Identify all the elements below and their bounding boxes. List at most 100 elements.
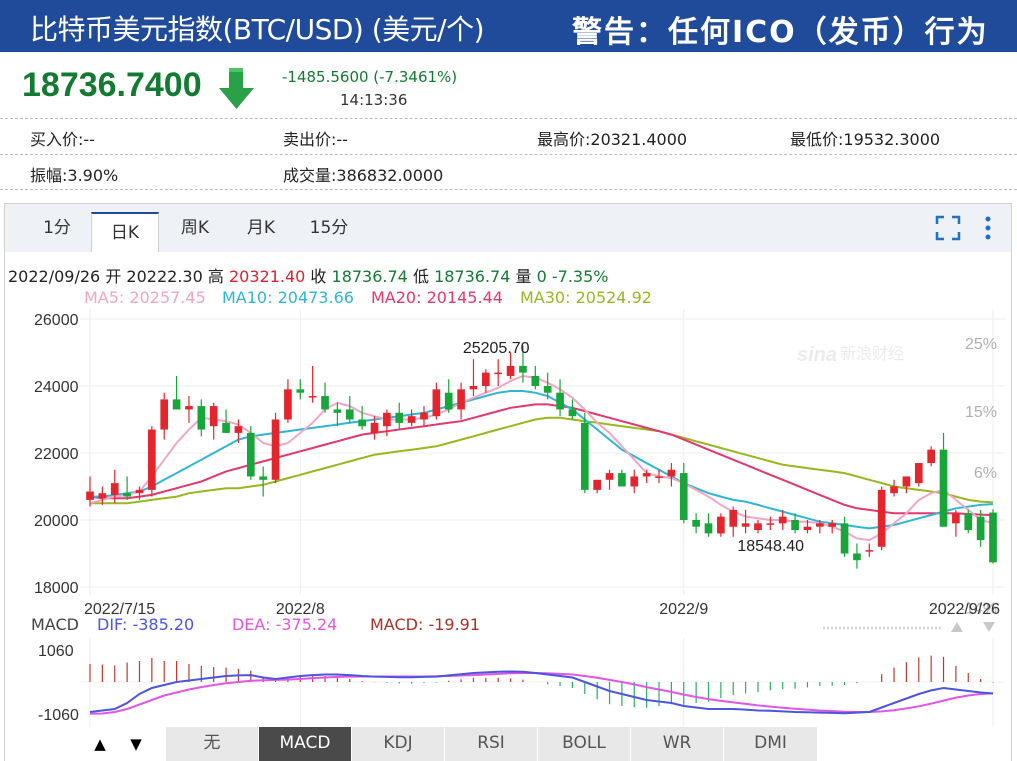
candle-body — [729, 509, 738, 527]
candle-body — [519, 365, 527, 373]
indicator-tab-dmi[interactable]: DMI — [724, 727, 818, 761]
macd-value-legend: MACD: -19.91 — [370, 615, 481, 634]
candle-body — [927, 449, 935, 464]
indicator-tab-macd[interactable]: MACD — [259, 727, 352, 761]
candle-body — [86, 491, 94, 500]
candle-body — [976, 516, 985, 541]
change-percent: -7.35% — [551, 267, 609, 286]
candle-body — [160, 399, 169, 430]
pct-tick-label: -14% — [960, 600, 997, 615]
period-tabs: 1分 日K 周K 月K 15分 — [5, 204, 1011, 252]
candle-body — [766, 523, 775, 525]
candle-body — [939, 449, 948, 527]
low-value: 18736.74 — [434, 267, 511, 286]
candle-body — [197, 406, 206, 430]
y-tick-label: 24000 — [34, 379, 79, 396]
tab-monthly[interactable]: 月K — [246, 218, 276, 238]
pct-tick-label: 6% — [974, 465, 997, 482]
candle-body — [259, 476, 268, 480]
candle-body — [618, 473, 626, 487]
candle-body — [444, 392, 453, 410]
candlestick-chart[interactable]: sina 新浪财经 18000 20000 22000 24000 26000 25% 15… — [0, 305, 1017, 615]
bid-price: 买入价:-- — [30, 130, 95, 149]
y-tick-label: 18000 — [34, 580, 79, 597]
candle-body — [494, 372, 503, 375]
candle-body — [296, 389, 305, 393]
chart-panel — [4, 203, 1012, 761]
candle-body — [580, 422, 589, 490]
svg-text:新浪财经: 新浪财经 — [840, 345, 904, 363]
indicator-tab-kdj[interactable]: KDJ — [352, 727, 445, 761]
low-label: 低 — [412, 267, 429, 286]
min-price-label: 18548.40 — [737, 538, 804, 555]
candle-body — [667, 469, 676, 477]
candle-body — [469, 386, 478, 390]
ma10-legend: MA10: 20473.66 — [222, 288, 354, 307]
dea-legend: DEA: -375.24 — [232, 615, 338, 634]
candle-body — [222, 422, 230, 433]
candle-body — [135, 489, 144, 494]
scroll-down-icon[interactable] — [983, 622, 995, 632]
candle-body — [110, 483, 119, 495]
fullscreen-icon[interactable] — [935, 215, 961, 241]
macd-title: MACD — [31, 615, 79, 634]
candle-body — [865, 550, 874, 552]
volume-label: 量 — [515, 267, 532, 286]
indicator-tab-wr[interactable]: WR — [631, 727, 724, 761]
tab-15min[interactable]: 15分 — [309, 218, 349, 238]
candle-body — [209, 406, 218, 427]
candle-body — [457, 389, 465, 410]
more-menu-icon[interactable] — [981, 214, 995, 242]
candle-body — [605, 473, 614, 480]
candle-body — [172, 399, 181, 410]
tab-weekly[interactable]: 周K — [180, 218, 210, 238]
candle-body — [853, 553, 861, 561]
open-value: 20222.30 — [126, 267, 203, 286]
quote-time: 14:13:36 — [340, 91, 408, 109]
candle-body — [593, 479, 601, 490]
tab-daily[interactable]: 日K — [91, 212, 159, 252]
candle-body — [333, 409, 342, 413]
candle-body — [952, 513, 960, 524]
indicator-tab-boll[interactable]: BOLL — [538, 727, 631, 761]
warning-banner: 警告：任何ICO（发币）行为 — [572, 15, 989, 50]
candle-body — [407, 416, 416, 423]
nav-down-icon[interactable]: ▼ — [130, 735, 142, 753]
candle-body — [778, 516, 787, 524]
x-tick-label: 2022/8 — [276, 601, 325, 615]
candle-body — [345, 409, 354, 420]
price-change: -1485.5600 (-7.3461%) — [282, 68, 458, 86]
candle-body — [98, 493, 107, 499]
indicator-tab-none[interactable]: 无 — [166, 727, 259, 761]
ma20-line — [89, 403, 994, 517]
candle-body — [148, 429, 156, 490]
pct-tick-label: 15% — [965, 404, 997, 421]
current-price: 18736.7400 — [22, 66, 202, 104]
title-bar: 比特币美元指数(BTC/USD) (美元/个) 警告：任何ICO（发币）行为 — [0, 0, 1017, 52]
candle-body — [840, 523, 849, 554]
y-tick-label: 26000 — [34, 312, 79, 329]
candle-body — [185, 406, 193, 410]
svg-text:sina: sina — [797, 344, 837, 366]
ma5-line — [89, 374, 994, 542]
high-label: 高 — [207, 267, 224, 286]
candle-body — [506, 365, 515, 376]
tab-1min[interactable]: 1分 — [43, 218, 71, 238]
low-price: 最低价:19532.3000 — [790, 130, 941, 149]
candle-body — [370, 422, 379, 433]
candle-body — [692, 520, 700, 527]
candle-body — [556, 392, 564, 410]
candle-body — [655, 476, 663, 478]
page-title: 比特币美元指数(BTC/USD) (美元/个) — [30, 13, 485, 46]
nav-up-icon[interactable]: ▲ — [94, 735, 106, 753]
candle-body — [531, 375, 540, 386]
scroll-controls — [823, 622, 995, 632]
y-tick-label: 22000 — [34, 446, 79, 463]
scroll-up-icon[interactable] — [951, 622, 963, 632]
amplitude: 振幅:3.90% — [30, 166, 119, 185]
candle-body — [308, 396, 317, 398]
indicator-tab-rsi[interactable]: RSI — [445, 727, 538, 761]
max-price-label: 25205.70 — [463, 340, 530, 357]
macd-chart: 1060 -1060 — [38, 638, 1005, 727]
candle-body — [704, 523, 713, 534]
